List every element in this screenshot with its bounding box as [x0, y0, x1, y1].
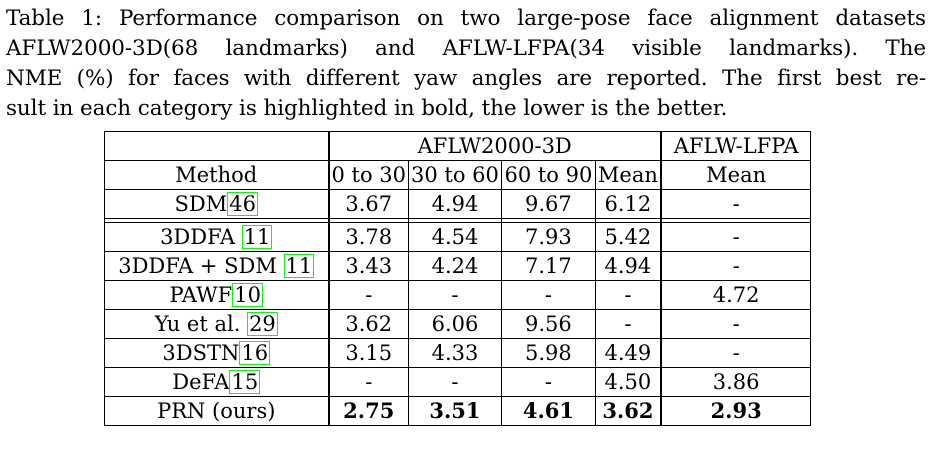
method-cell: 3DDFA 11: [104, 222, 330, 252]
citation-link[interactable]: 46: [227, 192, 258, 216]
value-cell: 4.33: [408, 338, 502, 368]
method-name: Yu et al.: [154, 312, 248, 336]
group-header-aflw2000: AFLW2000-3D: [327, 131, 662, 161]
method-name: 3DDFA + SDM: [118, 254, 284, 278]
table-row: Yu et al. 29 3.62 6.06 9.56- -: [104, 309, 812, 339]
table-row: 3DSTN16 3.15 4.33 5.98 4.49-: [104, 338, 812, 368]
table-row: DeFA15- - -4.50 3.86: [104, 367, 812, 397]
value-cell: 9.67: [500, 189, 596, 219]
value-cell: 4.49: [594, 338, 662, 368]
value-cell: 5.98: [500, 338, 596, 368]
column-header-mean-aflw2000: Mean: [594, 160, 662, 190]
value-cell: 9.56: [500, 309, 596, 339]
citation-link[interactable]: 10: [232, 283, 263, 307]
value-cell: 4.94: [594, 251, 662, 281]
table-row: 3DDFA + SDM 11 3.43 4.24 7.17 4.94-: [104, 251, 812, 281]
value-cell: -: [327, 280, 410, 310]
method-cell: Yu et al. 29: [104, 309, 330, 339]
method-cell: DeFA15: [104, 367, 330, 397]
method-name: 3DSTN: [162, 341, 240, 365]
column-header-30-60: 30 to 60: [408, 160, 502, 190]
value-cell: 4.24: [408, 251, 502, 281]
method-cell: SDM46: [104, 189, 330, 219]
citation-link[interactable]: 15: [229, 370, 261, 394]
column-header-row: Method 0 to 30 30 to 60 60 to 90 Mean Me…: [104, 160, 812, 190]
table-row: PAWF10- - - -4.72: [104, 280, 812, 310]
value-cell: -: [500, 280, 596, 310]
value-cell: -: [660, 251, 812, 281]
value-cell: -: [660, 338, 812, 368]
value-cell: 3.67: [327, 189, 410, 219]
group-header-aflw-lfpa: AFLW-LFPA: [660, 131, 812, 161]
method-name: SDM: [174, 192, 228, 216]
value-cell: 6.12: [594, 189, 662, 219]
table-row: 3DDFA 11 3.78 4.54 7.93 5.42-: [104, 222, 812, 252]
column-header-0-30: 0 to 30: [327, 160, 410, 190]
gap-cell: [327, 218, 410, 223]
value-cell: 3.43: [327, 251, 410, 281]
table-row: SDM46 3.67 4.94 9.67 6.12-: [104, 189, 812, 219]
value-cell: 6.06: [408, 309, 502, 339]
value-cell: -: [660, 309, 812, 339]
gap-cell: [104, 218, 330, 223]
method-name: PAWF: [169, 283, 233, 307]
caption-line-2: AFLW2000-3D(68 landmarks) and AFLW-LFPA(…: [6, 36, 926, 61]
value-cell: 4.72: [660, 280, 812, 310]
value-cell: 3.86: [660, 367, 812, 397]
value-cell: 3.62: [327, 309, 410, 339]
table-row: PRN (ours) 2.75 3.51 4.61 3.62 2.93: [104, 396, 812, 426]
value-cell: 3.78: [327, 222, 410, 252]
method-name: PRN (ours): [157, 399, 276, 423]
method-cell: 3DDFA + SDM 11: [104, 251, 330, 281]
value-cell: 2.93: [660, 396, 812, 426]
value-cell: 4.54: [408, 222, 502, 252]
value-cell: -: [660, 222, 812, 252]
value-cell: -: [594, 309, 662, 339]
value-cell: -: [594, 280, 662, 310]
citation-link[interactable]: 16: [239, 341, 271, 365]
column-header-60-90: 60 to 90: [500, 160, 596, 190]
value-cell: -: [327, 367, 410, 397]
value-cell: -: [660, 189, 812, 219]
caption-line-3: NME (%) for faces with different yaw ang…: [6, 66, 926, 91]
value-cell: 5.42: [594, 222, 662, 252]
gap-cell: [594, 218, 662, 223]
value-cell: 3.51: [408, 396, 502, 426]
value-cell: 4.50: [594, 367, 662, 397]
group-header-row: AFLW2000-3D AFLW-LFPA: [104, 131, 812, 161]
value-cell: 2.75: [327, 396, 410, 426]
citation-link[interactable]: 11: [283, 254, 315, 278]
value-cell: 4.61: [500, 396, 596, 426]
column-header-method: Method: [104, 160, 330, 190]
value-cell: 7.17: [500, 251, 596, 281]
value-cell: 7.93: [500, 222, 596, 252]
gap-cell: [660, 218, 812, 223]
value-cell: 3.15: [327, 338, 410, 368]
caption-line-4: sult in each category is highlighted in …: [6, 96, 728, 121]
method-name: 3DDFA: [160, 225, 242, 249]
results-table: AFLW2000-3D AFLW-LFPA Method 0 to 30 30 …: [104, 131, 812, 426]
citation-link[interactable]: 11: [241, 225, 273, 249]
value-cell: 3.62: [594, 396, 662, 426]
value-cell: -: [408, 280, 502, 310]
method-cell: 3DSTN16: [104, 338, 330, 368]
citation-link[interactable]: 29: [247, 312, 278, 336]
value-cell: -: [500, 367, 596, 397]
method-cell: PAWF10: [104, 280, 330, 310]
caption-line-1: Table 1: Performance comparison on two l…: [6, 6, 926, 31]
table-caption: Table 1: Performance comparison on two l…: [6, 4, 926, 124]
value-cell: -: [408, 367, 502, 397]
method-cell: PRN (ours): [104, 396, 330, 426]
double-rule-gap: [104, 218, 812, 223]
group-header-empty: [104, 131, 330, 161]
method-name: DeFA: [172, 370, 230, 394]
value-cell: 4.94: [408, 189, 502, 219]
column-header-mean-lfpa: Mean: [660, 160, 812, 190]
